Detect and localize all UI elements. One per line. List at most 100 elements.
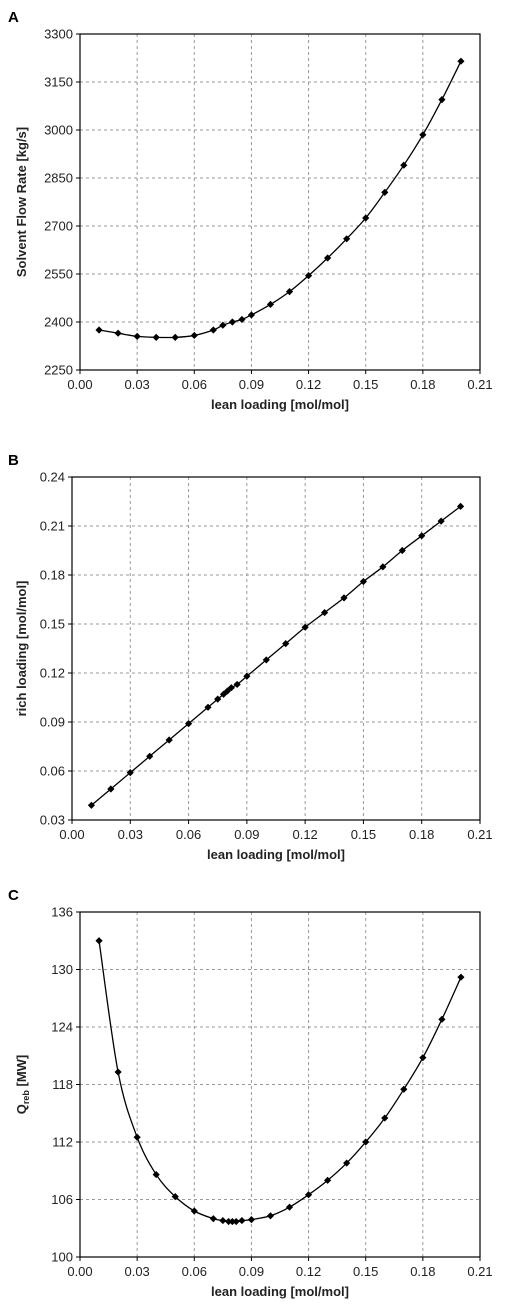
x-tick-label: 0.03 — [124, 1264, 149, 1279]
data-point-marker — [152, 333, 160, 341]
solvent-flow-chart-svg: A 0.00 0.03 0.06 0.09 0.12 0.15 0.18 0.21 2250 240… — [8, 9, 493, 412]
y-tick-label: 118 — [52, 1077, 73, 1092]
x-tick-label: 0.15 — [353, 377, 378, 392]
y-axis-title: Qreb [MW] — [14, 1055, 31, 1115]
data-point-marker — [266, 1212, 275, 1220]
data-point-marker — [146, 752, 154, 760]
y-tick-label: 3000 — [44, 123, 73, 138]
data-point-marker — [126, 769, 134, 777]
data-point-marker — [324, 254, 332, 262]
data-point-marker — [419, 131, 427, 139]
panel-a-solvent-flow-chart: A 0.00 0.03 0.06 0.09 0.12 0.15 0.18 0.21 2250 240… — [0, 0, 510, 435]
data-point-marker — [247, 311, 256, 319]
data-point-marker — [438, 1015, 446, 1023]
reboiler-duty-chart-svg: C 0.00 0.03 0.06 0.09 0.12 0.15 0.18 0.21 100 106 1… — [8, 887, 493, 1299]
data-point-marker — [209, 326, 217, 334]
data-point-marker — [285, 288, 294, 296]
y-tick-label: 2550 — [44, 267, 73, 282]
x-tick-label: 0.03 — [124, 377, 149, 392]
rich-loading-chart-svg: B0.00 0.03 0.06 0.09 0.12 0.15 0.18 0.210.030.0… — [8, 452, 493, 862]
x-tick-label: 0.06 — [182, 1264, 207, 1279]
data-point-marker — [184, 720, 193, 728]
data-point-marker — [381, 188, 389, 196]
x-tick-label: 0.12 — [296, 377, 321, 392]
data-point-marker — [304, 1191, 313, 1199]
data-point-marker — [165, 736, 173, 744]
data-point-marker — [107, 785, 115, 793]
data-point-marker — [228, 318, 236, 326]
x-tick-label: 0.09 — [234, 827, 259, 842]
data-point-marker — [152, 1170, 160, 1179]
data-point-marker — [362, 214, 370, 222]
x-tick-label: 0.00 — [67, 1264, 92, 1279]
data-point-marker — [304, 272, 313, 280]
data-point-marker — [209, 1215, 217, 1223]
y-tick-label: 3300 — [44, 27, 73, 42]
x-tick-label: 0.18 — [410, 377, 435, 392]
series-line — [98, 60, 462, 339]
panel-b-rich-loading-chart: B 0.00 0.03 0.06 0.09 0.12 0.15 0.18 0.21 0.03 0.0… — [0, 435, 510, 870]
data-point-marker — [190, 1207, 198, 1215]
x-tick-label: 0.21 — [467, 1264, 492, 1279]
y-axis-title: Solvent Flow Rate [kg/s] — [14, 127, 29, 277]
x-axis-title: lean loading [mol/mol] — [211, 397, 349, 412]
data-point-marker — [228, 1217, 236, 1226]
y-tick-label: 136 — [51, 905, 73, 920]
y-tick-label: 106 — [51, 1192, 73, 1207]
data-point-marker — [419, 1054, 427, 1062]
y-tick-label: 2400 — [44, 315, 73, 330]
y-tick-label: 2700 — [44, 219, 73, 234]
data-point-marker — [418, 532, 426, 540]
data-point-marker — [95, 937, 103, 945]
data-point-marker — [232, 1217, 240, 1226]
data-point-marker — [400, 161, 408, 169]
data-point-marker — [243, 672, 251, 680]
panel-letter: C — [8, 887, 19, 904]
y-tick-label: 0.24 — [40, 470, 65, 485]
y-tick-label: 0.15 — [40, 617, 65, 632]
data-point-marker — [381, 1114, 389, 1122]
x-tick-label: 0.21 — [467, 377, 492, 392]
x-axis-title: lean loading [mol/mol] — [207, 847, 345, 862]
data-point-marker — [343, 235, 351, 243]
data-point-marker — [87, 801, 96, 809]
y-tick-label: 0.09 — [40, 715, 65, 730]
series-line — [91, 505, 461, 806]
x-tick-label: 0.06 — [182, 377, 207, 392]
x-tick-label: 0.12 — [296, 1264, 321, 1279]
x-tick-label: 0.03 — [118, 827, 143, 842]
y-tick-label: 100 — [51, 1250, 73, 1265]
y-tick-label: 3150 — [44, 75, 73, 90]
data-point-marker — [285, 1203, 294, 1211]
panel-letter: B — [8, 452, 19, 469]
y-axis-title: rich loading [mol/mol] — [14, 581, 29, 717]
x-tick-label: 0.18 — [409, 827, 434, 842]
data-point-marker — [171, 333, 179, 341]
data-point-marker — [437, 517, 445, 525]
x-tick-label: 0.18 — [410, 1264, 435, 1279]
y-tick-label: 130 — [51, 962, 73, 977]
data-point-marker — [359, 577, 368, 586]
data-point-marker — [133, 332, 141, 340]
data-point-marker — [95, 326, 103, 334]
data-point-marker — [204, 703, 212, 711]
x-tick-label: 0.09 — [239, 1264, 264, 1279]
plot-frame — [71, 476, 481, 821]
data-point-marker — [219, 1216, 227, 1225]
panel-letter: A — [8, 9, 19, 26]
data-point-marker — [190, 331, 198, 340]
data-point-marker — [114, 1068, 122, 1076]
y-tick-label: 2850 — [44, 171, 73, 186]
x-tick-label: 0.00 — [59, 827, 84, 842]
data-point-marker — [238, 315, 246, 324]
x-axis-title: lean loading [mol/mol] — [211, 1284, 349, 1299]
y-tick-label: 0.12 — [40, 666, 65, 681]
data-point-marker — [438, 96, 446, 104]
data-point-marker — [398, 546, 406, 555]
data-point-marker — [457, 57, 465, 65]
data-point-marker — [233, 680, 241, 689]
data-point-marker — [400, 1085, 408, 1093]
plot-frame — [79, 33, 481, 371]
data-point-marker — [219, 690, 228, 698]
data-point-marker — [247, 1216, 256, 1224]
